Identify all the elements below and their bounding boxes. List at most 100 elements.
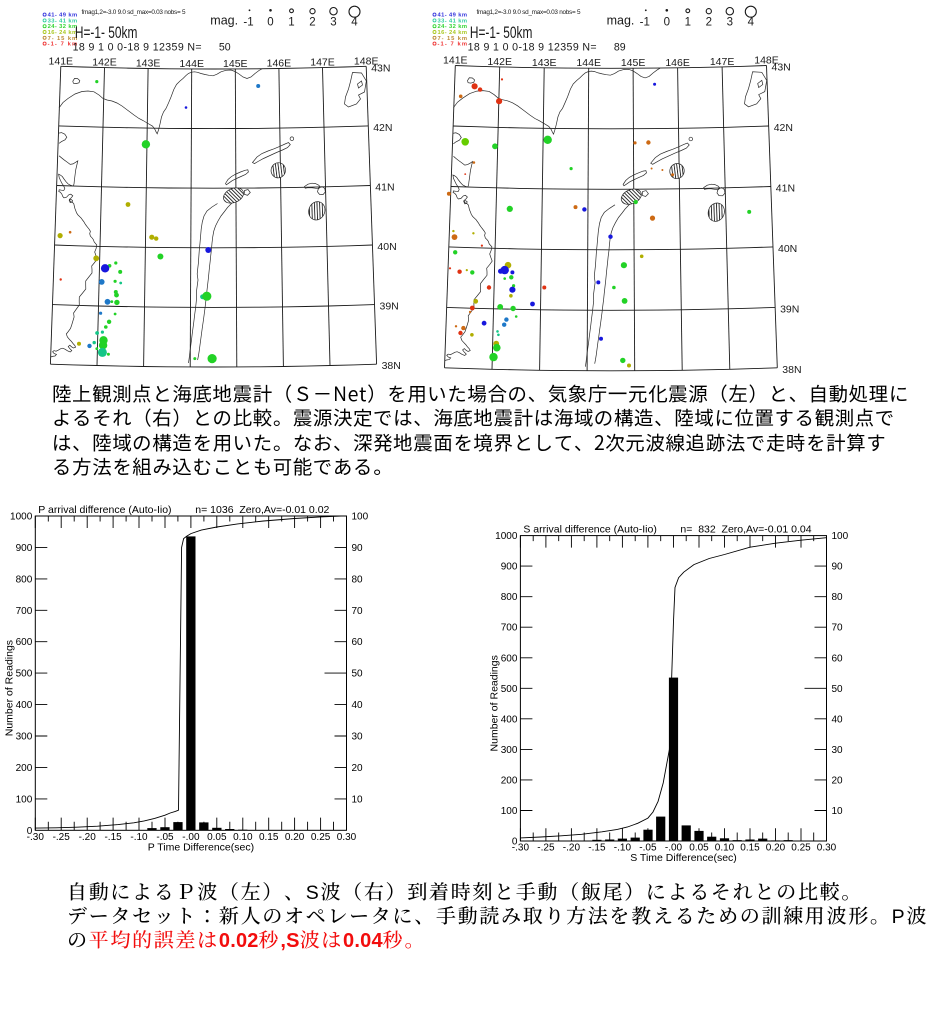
svg-text:-.20: -.20: [563, 843, 581, 854]
svg-text:142E: 142E: [92, 57, 117, 69]
svg-text:0.15: 0.15: [740, 843, 760, 854]
svg-text:P Time Difference(sec): P Time Difference(sec): [148, 841, 254, 853]
svg-text:3: 3: [330, 17, 336, 29]
svg-text:fmag1,2=-3.0 9.0 sd_max=0.03 n: fmag1,2=-3.0 9.0 sd_max=0.03 nobs= 5: [82, 9, 186, 16]
svg-text:33- 41 km: 33- 41 km: [48, 18, 78, 24]
svg-text:70: 70: [352, 606, 364, 617]
svg-text:42N: 42N: [774, 122, 793, 134]
svg-text:800: 800: [16, 574, 33, 585]
svg-text:200: 200: [16, 763, 33, 774]
svg-text:300: 300: [501, 745, 518, 756]
svg-text:700: 700: [16, 606, 33, 617]
svg-text:147E: 147E: [710, 56, 735, 68]
svg-text:1: 1: [685, 17, 691, 29]
svg-text:4: 4: [351, 17, 358, 29]
svg-text:-.15: -.15: [588, 843, 606, 854]
svg-text:148E: 148E: [354, 55, 379, 67]
svg-text:7- 15 km: 7- 15 km: [438, 36, 468, 42]
svg-text:n= 1036 Zero,Av=-0.01 0.02: n= 1036 Zero,Av=-0.01 0.02: [195, 505, 329, 516]
svg-text:145E: 145E: [621, 57, 646, 69]
svg-text:142E: 142E: [487, 56, 512, 68]
svg-text:2: 2: [309, 17, 315, 29]
svg-text:147E: 147E: [310, 57, 335, 69]
svg-text:39N: 39N: [780, 303, 799, 315]
svg-text:18 9 1 0 0-18 9 12359 N=: 18 9 1 0 0-18 9 12359 N=: [73, 42, 202, 54]
svg-text:0.15: 0.15: [259, 832, 279, 843]
svg-text:40: 40: [832, 714, 844, 725]
svg-text:0.20: 0.20: [766, 843, 786, 854]
svg-text:S Time Difference(sec): S Time Difference(sec): [630, 852, 737, 864]
svg-text:H=-1- 50km: H=-1- 50km: [470, 24, 533, 42]
svg-text:43N: 43N: [772, 62, 791, 74]
svg-text:Number of Readings: Number of Readings: [488, 655, 500, 751]
svg-text:0.10: 0.10: [715, 843, 735, 854]
svg-text:-.05: -.05: [639, 843, 657, 854]
svg-text:fmag1,2=-3.0 9.0 sd_max=0.03 n: fmag1,2=-3.0 9.0 sd_max=0.03 nobs= 5: [477, 9, 581, 16]
svg-text:900: 900: [501, 562, 518, 573]
svg-text:0: 0: [27, 826, 33, 837]
svg-text:16- 24 km: 16- 24 km: [438, 30, 468, 36]
svg-text:n= 832 Zero,Av=-0.01 0.04: n= 832 Zero,Av=-0.01 0.04: [680, 524, 811, 536]
svg-text:0.10: 0.10: [233, 832, 253, 843]
svg-text:0.05: 0.05: [207, 832, 227, 843]
svg-text:0: 0: [664, 17, 670, 29]
svg-text:144E: 144E: [576, 57, 601, 69]
svg-text:100: 100: [832, 531, 849, 542]
svg-text:S arrival difference (Auto-Iio: S arrival difference (Auto-Iio): [523, 524, 656, 536]
svg-text:18 9 1 0 0-18 9 12359 N=: 18 9 1 0 0-18 9 12359 N=: [468, 42, 597, 54]
svg-text:143E: 143E: [532, 57, 557, 69]
svg-text:0: 0: [512, 837, 518, 848]
svg-text:500: 500: [501, 684, 518, 695]
svg-text:400: 400: [501, 714, 518, 725]
svg-text:90: 90: [832, 562, 844, 573]
svg-text:143E: 143E: [136, 58, 161, 70]
svg-text:-.30: -.30: [512, 843, 530, 854]
svg-text:-1- 7 km: -1- 7 km: [48, 42, 78, 48]
svg-text:-.10: -.10: [614, 843, 632, 854]
svg-text:-1: -1: [243, 17, 253, 29]
svg-text:Number of Readings: Number of Readings: [3, 640, 15, 736]
svg-text:800: 800: [501, 592, 518, 603]
svg-text:0.30: 0.30: [337, 832, 357, 843]
svg-text:-.20: -.20: [79, 832, 97, 843]
svg-text:43N: 43N: [371, 62, 390, 74]
svg-text:41N: 41N: [375, 182, 394, 194]
svg-text:10: 10: [352, 794, 364, 805]
svg-text:24- 32 km: 24- 32 km: [48, 24, 78, 30]
svg-text:41N: 41N: [776, 183, 795, 195]
svg-text:3: 3: [727, 17, 733, 29]
svg-text:38N: 38N: [382, 360, 401, 372]
svg-text:1000: 1000: [495, 531, 518, 542]
svg-text:60: 60: [352, 637, 364, 648]
svg-text:mag.: mag.: [607, 13, 635, 27]
svg-text:144E: 144E: [179, 58, 204, 70]
svg-text:7- 15 km: 7- 15 km: [48, 36, 78, 42]
svg-text:50: 50: [832, 684, 844, 695]
svg-text:-1- 7 km: -1- 7 km: [438, 42, 468, 48]
svg-text:146E: 146E: [267, 58, 292, 70]
svg-text:-.25: -.25: [537, 843, 555, 854]
svg-text:H=-1- 50km: H=-1- 50km: [75, 24, 137, 42]
svg-text:-.30: -.30: [27, 832, 45, 843]
svg-text:30: 30: [832, 745, 844, 756]
svg-text:-.00: -.00: [182, 832, 200, 843]
svg-text:33- 41 km: 33- 41 km: [438, 18, 468, 24]
svg-text:41- 49 km: 41- 49 km: [438, 13, 468, 19]
svg-text:70: 70: [832, 623, 844, 634]
svg-text:16- 24 km: 16- 24 km: [48, 30, 78, 36]
svg-text:400: 400: [16, 700, 33, 711]
svg-text:4: 4: [748, 17, 755, 29]
svg-text:0.25: 0.25: [791, 843, 811, 854]
svg-text:0.05: 0.05: [689, 843, 709, 854]
svg-text:39N: 39N: [380, 301, 399, 313]
svg-text:40N: 40N: [377, 241, 396, 253]
svg-text:80: 80: [832, 592, 844, 603]
svg-text:600: 600: [16, 637, 33, 648]
svg-text:20: 20: [352, 763, 364, 774]
svg-text:146E: 146E: [665, 57, 690, 69]
svg-text:42N: 42N: [373, 122, 392, 134]
svg-text:141E: 141E: [49, 55, 74, 67]
svg-text:0.30: 0.30: [817, 843, 837, 854]
svg-text:300: 300: [16, 732, 33, 743]
svg-text:-.05: -.05: [156, 832, 174, 843]
